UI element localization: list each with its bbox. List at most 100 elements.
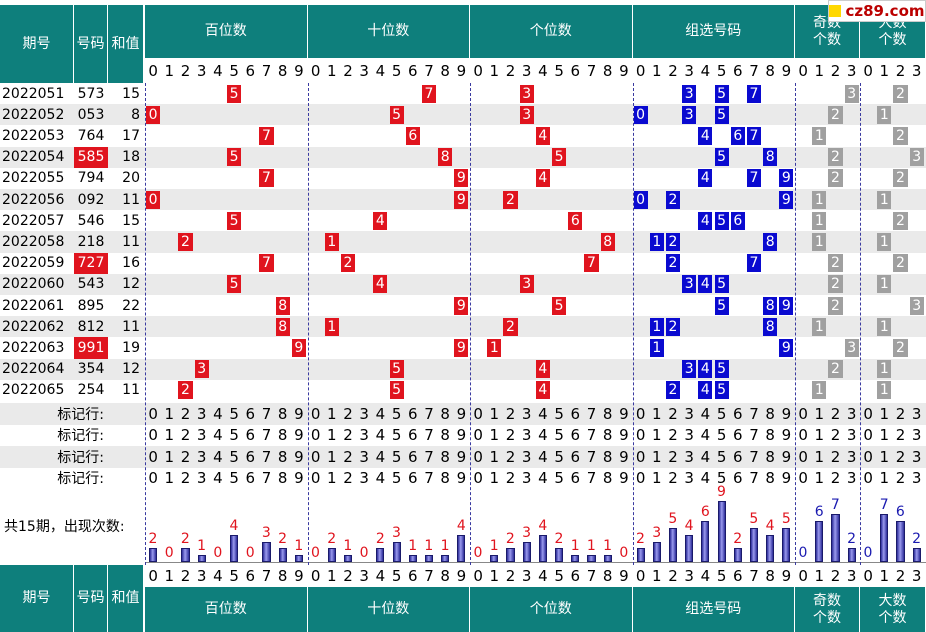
marker-digit[interactable]: 7 — [749, 469, 759, 488]
marker-digit[interactable]: 2 — [180, 426, 191, 445]
marker-digit[interactable]: 2 — [505, 404, 516, 423]
marker-digit[interactable]: 4 — [213, 447, 223, 466]
marker-digit[interactable]: 8 — [277, 469, 288, 488]
marker-digit[interactable]: 6 — [570, 404, 581, 423]
marker-digit[interactable]: 2 — [343, 469, 353, 488]
marker-digit[interactable]: 6 — [733, 404, 743, 423]
marker-digit[interactable]: 1 — [879, 426, 890, 445]
marker-digit[interactable]: 3 — [846, 447, 857, 466]
marker-digit[interactable]: 1 — [164, 404, 175, 423]
marker-digit[interactable]: 0 — [310, 447, 321, 466]
marker-digit[interactable]: 5 — [229, 426, 239, 445]
marker-digit[interactable]: 7 — [424, 426, 434, 445]
marker-digit[interactable]: 1 — [327, 404, 337, 423]
marker-digit[interactable]: 2 — [895, 426, 906, 445]
marker-digit[interactable]: 1 — [327, 426, 337, 445]
marker-digit[interactable]: 7 — [586, 469, 597, 488]
marker-digit[interactable]: 8 — [602, 447, 613, 466]
marker-digit[interactable]: 3 — [521, 404, 532, 423]
marker-digit[interactable]: 2 — [343, 426, 353, 445]
marker-digit[interactable]: 0 — [635, 426, 646, 445]
marker-digit[interactable]: 5 — [229, 469, 239, 488]
marker-digit[interactable]: 0 — [863, 404, 873, 423]
marker-digit[interactable]: 0 — [148, 469, 158, 488]
marker-digit[interactable]: 9 — [781, 426, 792, 445]
marker-digit[interactable]: 0 — [798, 447, 808, 466]
marker-digit[interactable]: 5 — [391, 426, 402, 445]
marker-digit[interactable]: 5 — [391, 469, 402, 488]
marker-digit[interactable]: 7 — [749, 404, 759, 423]
marker-digit[interactable]: 7 — [586, 447, 597, 466]
marker-digit[interactable]: 7 — [261, 404, 272, 423]
marker-digit[interactable]: 8 — [765, 426, 775, 445]
marker-digit[interactable]: 3 — [359, 447, 369, 466]
marker-digit[interactable]: 1 — [652, 426, 662, 445]
marker-digit[interactable]: 3 — [684, 426, 694, 445]
marker-digit[interactable]: 5 — [554, 426, 564, 445]
marker-digit[interactable]: 2 — [180, 469, 191, 488]
marker-digit[interactable]: 1 — [489, 469, 500, 488]
marker-digit[interactable]: 8 — [277, 426, 288, 445]
marker-digit[interactable]: 4 — [213, 469, 223, 488]
marker-digit[interactable]: 1 — [814, 469, 825, 488]
marker-digit[interactable]: 1 — [814, 404, 825, 423]
marker-digit[interactable]: 6 — [570, 426, 581, 445]
marker-digit[interactable]: 0 — [148, 426, 158, 445]
marker-digit[interactable]: 7 — [261, 426, 272, 445]
marker-digit[interactable]: 9 — [294, 447, 304, 466]
marker-digit[interactable]: 4 — [375, 426, 386, 445]
marker-digit[interactable]: 5 — [229, 447, 239, 466]
marker-digit[interactable]: 9 — [456, 469, 467, 488]
marker-digit[interactable]: 3 — [684, 469, 694, 488]
marker-digit[interactable]: 9 — [294, 404, 304, 423]
marker-digit[interactable]: 8 — [440, 469, 450, 488]
marker-digit[interactable]: 3 — [846, 426, 857, 445]
marker-digit[interactable]: 6 — [408, 447, 418, 466]
marker-digit[interactable]: 0 — [863, 426, 873, 445]
marker-digit[interactable]: 1 — [164, 426, 175, 445]
marker-digit[interactable]: 4 — [375, 447, 386, 466]
marker-digit[interactable]: 4 — [375, 469, 386, 488]
marker-digit[interactable]: 2 — [830, 426, 841, 445]
marker-digit[interactable]: 0 — [798, 426, 808, 445]
marker-digit[interactable]: 0 — [635, 404, 646, 423]
marker-digit[interactable]: 3 — [359, 469, 369, 488]
marker-digit[interactable]: 8 — [602, 404, 613, 423]
marker-digit[interactable]: 4 — [213, 426, 223, 445]
marker-digit[interactable]: 8 — [440, 447, 450, 466]
marker-digit[interactable]: 2 — [668, 447, 678, 466]
marker-digit[interactable]: 0 — [798, 469, 808, 488]
marker-digit[interactable]: 6 — [408, 469, 418, 488]
marker-digit[interactable]: 7 — [261, 469, 272, 488]
marker-digit[interactable]: 3 — [911, 404, 922, 423]
marker-digit[interactable]: 1 — [879, 404, 890, 423]
marker-digit[interactable]: 9 — [781, 447, 792, 466]
marker-digit[interactable]: 5 — [229, 404, 239, 423]
marker-digit[interactable]: 7 — [749, 447, 759, 466]
marker-digit[interactable]: 2 — [668, 404, 678, 423]
marker-digit[interactable]: 9 — [619, 469, 629, 488]
marker-digit[interactable]: 3 — [911, 447, 922, 466]
marker-digit[interactable]: 3 — [521, 469, 532, 488]
marker-digit[interactable]: 9 — [294, 469, 304, 488]
marker-digit[interactable]: 6 — [733, 426, 743, 445]
marker-digit[interactable]: 5 — [554, 447, 564, 466]
marker-digit[interactable]: 0 — [635, 447, 646, 466]
marker-digit[interactable]: 3 — [196, 404, 207, 423]
marker-digit[interactable]: 9 — [456, 426, 467, 445]
marker-digit[interactable]: 1 — [327, 447, 337, 466]
marker-digit[interactable]: 4 — [538, 469, 548, 488]
marker-digit[interactable]: 9 — [619, 404, 629, 423]
marker-digit[interactable]: 1 — [814, 447, 825, 466]
marker-digit[interactable]: 6 — [245, 426, 256, 445]
marker-digit[interactable]: 1 — [652, 469, 662, 488]
marker-digit[interactable]: 6 — [245, 447, 256, 466]
marker-digit[interactable]: 6 — [408, 426, 418, 445]
marker-digit[interactable]: 8 — [602, 469, 613, 488]
marker-digit[interactable]: 9 — [781, 404, 792, 423]
marker-digit[interactable]: 4 — [538, 426, 548, 445]
marker-digit[interactable]: 0 — [310, 404, 321, 423]
marker-digit[interactable]: 0 — [473, 469, 483, 488]
marker-digit[interactable]: 1 — [879, 469, 890, 488]
marker-digit[interactable]: 2 — [830, 469, 841, 488]
